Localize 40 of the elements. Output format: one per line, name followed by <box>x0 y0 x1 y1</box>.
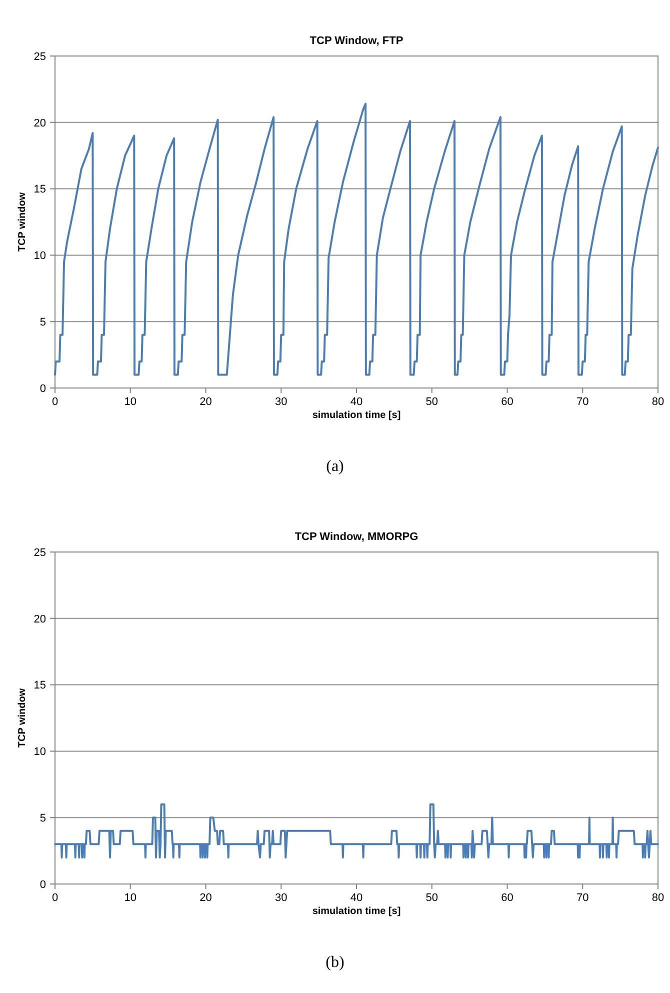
y-axis-title: TCP window <box>17 688 28 748</box>
x-tick-label: 60 <box>501 892 514 904</box>
x-axis-title: simulation time [s] <box>312 906 401 917</box>
y-tick-label: 25 <box>34 50 46 63</box>
y-tick-label: 0 <box>40 382 46 395</box>
y-tick-label: 20 <box>34 613 46 626</box>
chart-title: TCP Window, MMORPG <box>294 531 418 543</box>
x-tick-label: 40 <box>350 892 363 904</box>
line-series <box>54 803 659 858</box>
x-tick-label: 60 <box>501 396 514 408</box>
x-tick-label: 80 <box>652 892 664 904</box>
x-tick-label: 10 <box>124 892 136 904</box>
y-axis-title: TCP window <box>17 192 28 252</box>
x-tick-label: 0 <box>52 892 58 904</box>
y-tick-label: 20 <box>34 117 46 130</box>
y-tick-label: 0 <box>40 878 46 891</box>
y-tick-label: 10 <box>34 746 46 758</box>
text: (a) <box>326 458 344 475</box>
text: (b) <box>326 954 344 971</box>
y-tick-label: 15 <box>34 184 46 196</box>
x-tick-label: 70 <box>576 396 589 408</box>
x-tick-label: 70 <box>576 892 589 904</box>
x-tick-label: 80 <box>652 396 664 408</box>
x-tick-label: 10 <box>124 396 136 408</box>
y-tick-label: 10 <box>34 250 46 262</box>
x-tick-label: 50 <box>426 892 438 904</box>
x-tick-label: 20 <box>200 892 212 904</box>
x-axis-title: simulation time [s] <box>312 410 401 421</box>
x-tick-label: 0 <box>52 396 58 408</box>
x-tick-label: 40 <box>350 396 363 408</box>
line-series <box>54 102 659 376</box>
x-tick-label: 30 <box>275 396 288 408</box>
y-tick-label: 5 <box>40 316 46 328</box>
x-tick-label: 20 <box>200 396 212 408</box>
chart-title: TCP Window, FTP <box>310 35 404 47</box>
x-tick-label: 50 <box>426 396 438 408</box>
y-tick-label: 15 <box>34 680 46 692</box>
y-tick-label: 25 <box>34 546 46 559</box>
y-tick-label: 5 <box>40 812 46 824</box>
x-tick-label: 30 <box>275 892 288 904</box>
